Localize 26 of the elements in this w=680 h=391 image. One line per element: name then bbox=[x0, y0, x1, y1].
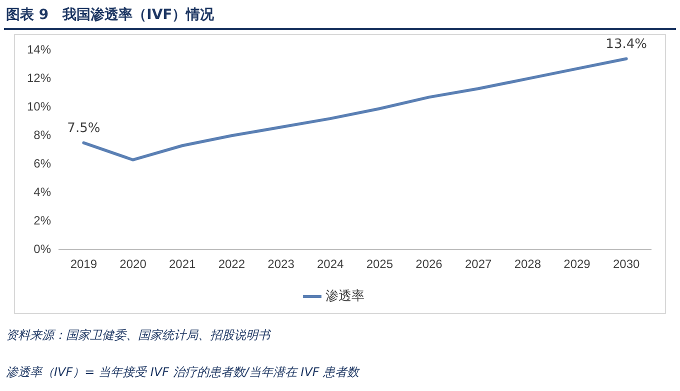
x-tick-label: 2029 bbox=[564, 257, 591, 272]
x-tick-label: 2024 bbox=[316, 257, 344, 272]
y-tick-label: 0% bbox=[34, 242, 52, 256]
x-tick-label: 2020 bbox=[120, 257, 147, 272]
y-tick-label: 2% bbox=[34, 213, 52, 228]
data-label: 7.5% bbox=[67, 121, 100, 136]
x-tick-label: 2025 bbox=[366, 257, 394, 272]
text: 渗透率（IVF）= 当年接受 IVF 治疗的患者数/当年潜在 IVF 患者数 bbox=[6, 364, 360, 381]
x-tick-label: 2023 bbox=[268, 257, 295, 272]
x-tick-label: 2028 bbox=[514, 257, 542, 272]
x-tick-label: 2027 bbox=[464, 257, 492, 272]
legend-label: 渗透率 bbox=[325, 288, 364, 304]
y-tick-label: 14% bbox=[26, 42, 52, 57]
chart-title: 图表 9 我国渗透率（IVF）情况 bbox=[6, 6, 214, 24]
x-tick-label: 2022 bbox=[218, 257, 246, 272]
x-tick-label: 2021 bbox=[168, 257, 196, 272]
y-tick-label: 8% bbox=[34, 128, 52, 142]
x-tick-label: 2026 bbox=[416, 257, 443, 272]
data-label: 13.4% bbox=[606, 37, 647, 52]
y-tick-label: 4% bbox=[34, 184, 52, 199]
x-tick-label: 2019 bbox=[70, 257, 98, 272]
y-tick-label: 10% bbox=[26, 99, 52, 114]
y-tick-label: 12% bbox=[26, 71, 52, 85]
text: 资料来源：国家卫健委、国家统计局、招股说明书 bbox=[6, 327, 270, 344]
y-tick-label: 6% bbox=[34, 156, 52, 170]
x-tick-label: 2030 bbox=[612, 257, 640, 272]
